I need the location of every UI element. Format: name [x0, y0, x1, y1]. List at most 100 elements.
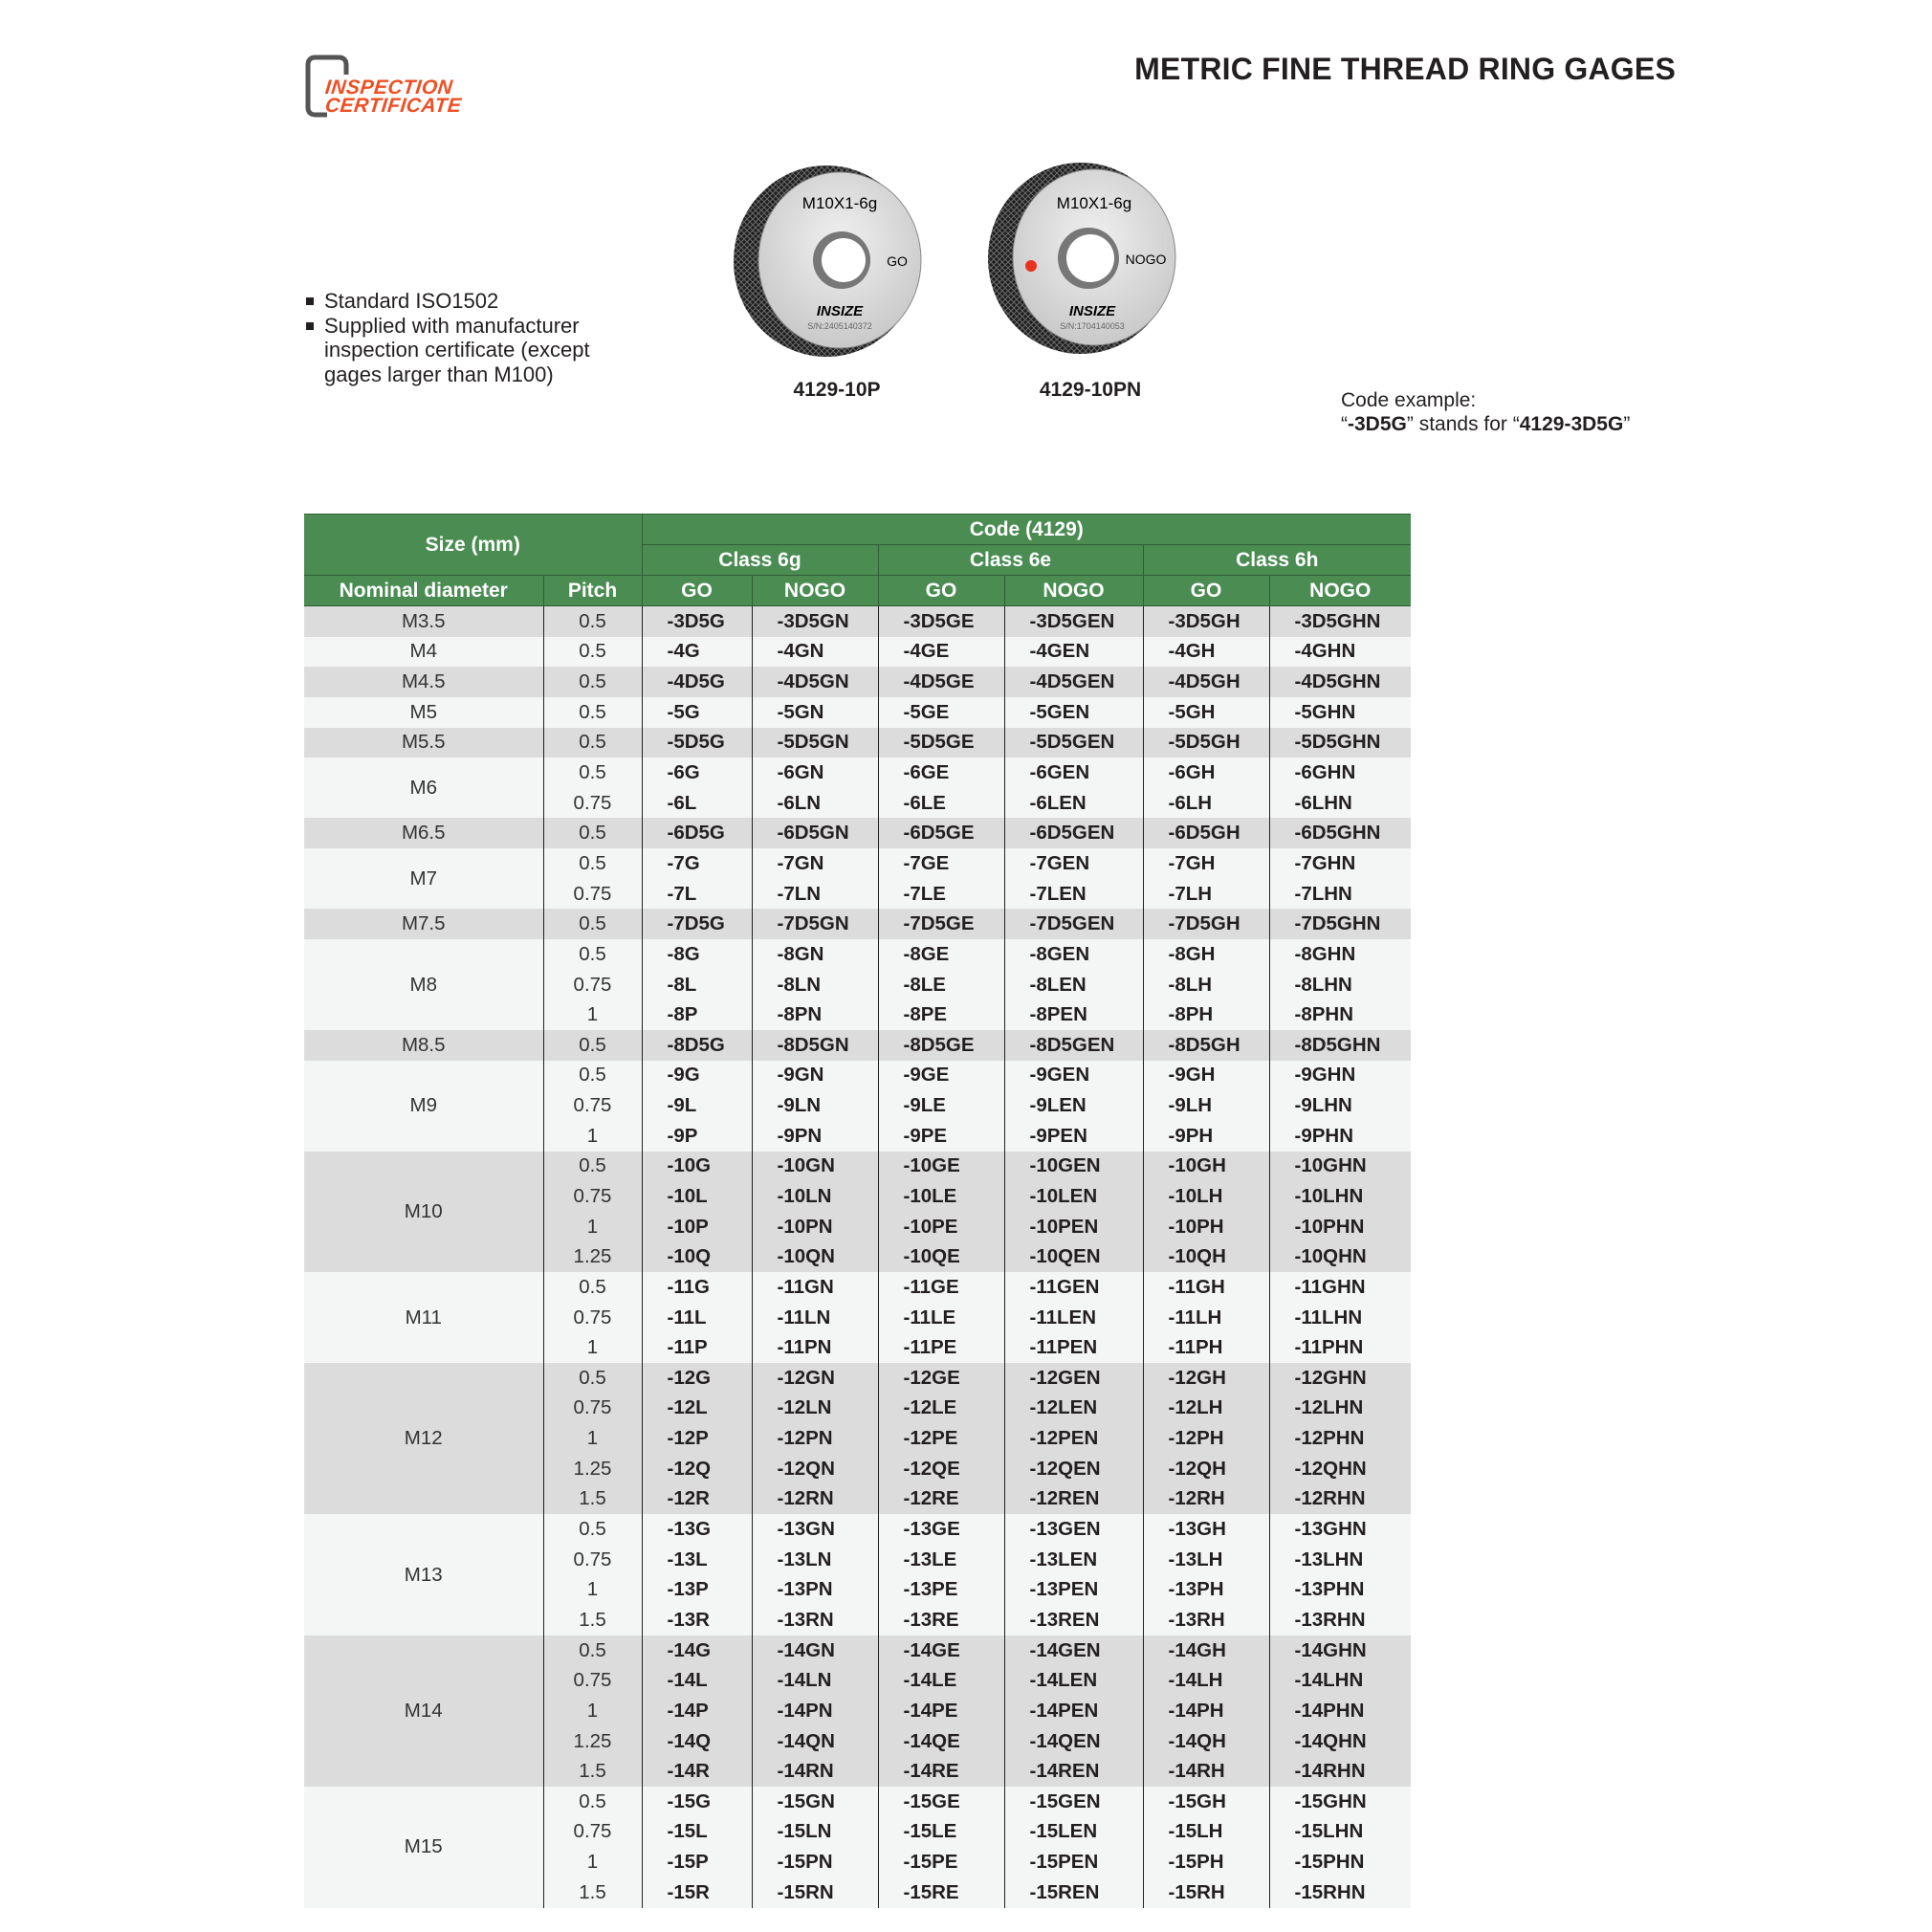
pitch-cell: 1: [542, 1423, 643, 1454]
nogo-6e-cell: -10LEN: [1003, 1181, 1144, 1212]
nogo-6g-cell: -11LN: [751, 1302, 879, 1333]
go-6h-cell: -12QH: [1142, 1453, 1270, 1484]
logo-line2: CERTIFICATE: [323, 95, 463, 117]
go-6h-cell: -7LH: [1142, 878, 1270, 910]
nogo-6e-cell: -12GEN: [1003, 1363, 1144, 1394]
go-6h-cell: -13PH: [1142, 1574, 1270, 1606]
nogo-6g-cell: -7D5GN: [751, 909, 879, 940]
go-6e-cell: -4D5GE: [877, 667, 1005, 697]
nogo-6h-cell: -9GHN: [1268, 1060, 1412, 1091]
go-6e-cell: -7D5GE: [877, 909, 1005, 940]
go-6h-cell: -13RH: [1142, 1605, 1270, 1636]
go-6g-cell: -7L: [641, 878, 753, 910]
pitch-cell: 0.5: [542, 1786, 643, 1817]
nogo-6e-cell: -11PEN: [1003, 1332, 1144, 1364]
go-6g-cell: -14Q: [641, 1725, 753, 1757]
nominal-diameter-header: Nominal diameter: [304, 575, 544, 606]
nogo-6e-cell: -5D5GEN: [1003, 727, 1144, 758]
table-row: 1.5 -15R -15RN -15RE -15REN -15RH -15RHN: [304, 1877, 1412, 1908]
nogo-6g-cell: -9LN: [751, 1090, 879, 1121]
go-6g-cell: -7D5G: [641, 909, 753, 940]
table-row: 1 -10P -10PN -10PE -10PEN -10PH -10PHN: [304, 1211, 1412, 1242]
table-row: M15 0.5 -15G -15GN -15GE -15GEN -15GH -15GHN: [304, 1786, 1412, 1908]
nogo-6g-cell: -14GN: [751, 1635, 879, 1666]
go-6e-cell: -6D5GE: [877, 818, 1005, 849]
nogo-header: NOGO: [1003, 575, 1144, 606]
nogo-6h-cell: -12QHN: [1268, 1453, 1412, 1484]
table-row: 1 -11P -11PN -11PE -11PEN -11PH -11PHN: [304, 1332, 1412, 1364]
nogo-6g-cell: -7GN: [751, 848, 879, 879]
go-6e-cell: -5D5GE: [877, 727, 1005, 758]
go-6e-cell: -15PE: [877, 1847, 1005, 1877]
go-6h-cell: -5D5GH: [1142, 727, 1270, 758]
go-6e-cell: -5GE: [877, 696, 1005, 728]
go-6h-cell: -12GH: [1142, 1363, 1270, 1394]
go-6h-cell: -12RH: [1142, 1483, 1270, 1515]
nogo-6g-cell: -6D5GN: [751, 818, 879, 849]
nogo-6h-cell: -8PHN: [1268, 999, 1412, 1030]
table-row: 0.75 -6L -6LN -6LE -6LEN -6LH -6LHN: [304, 787, 1412, 819]
nogo-6g-cell: -8LN: [751, 969, 879, 1000]
pitch-cell: 1.25: [542, 1453, 643, 1484]
table-row: 0.75 -8L -8LN -8LE -8LEN -8LH -8LHN: [304, 969, 1412, 1000]
nogo-6e-cell: -13GEN: [1003, 1514, 1144, 1545]
nogo-6h-cell: -4GHN: [1268, 636, 1412, 668]
nogo-6h-cell: -13GHN: [1268, 1514, 1412, 1545]
table-row: 1.5 -12R -12RN -12RE -12REN -12RH -12RHN: [304, 1483, 1412, 1515]
class-6e-header: Class 6e: [877, 544, 1144, 576]
nogo-6h-cell: -14LHN: [1268, 1665, 1412, 1697]
nogo-6h-cell: -14GHN: [1268, 1635, 1412, 1666]
pitch-cell: 0.75: [542, 1181, 643, 1212]
go-6e-cell: -10PE: [877, 1211, 1005, 1242]
go-6h-cell: -13GH: [1142, 1514, 1270, 1545]
go-6g-cell: -14G: [641, 1635, 753, 1666]
go-6e-cell: -7GE: [877, 848, 1005, 879]
class-6g-header: Class 6g: [642, 544, 879, 576]
pitch-cell: 1.5: [542, 1605, 643, 1636]
nogo-6h-cell: -9LHN: [1268, 1090, 1412, 1121]
nogo-6e-cell: -12PEN: [1003, 1423, 1144, 1454]
table-row: M6 0.5 -6G -6GN -6GE -6GEN -6GH -6GHN: [304, 757, 1412, 819]
nogo-6e-cell: -11LEN: [1003, 1302, 1144, 1333]
nogo-6g-cell: -15PN: [751, 1847, 879, 1877]
go-6h-cell: -8GH: [1142, 939, 1270, 970]
nogo-6e-cell: -15REN: [1003, 1877, 1144, 1908]
pitch-cell: 1.5: [542, 1483, 643, 1515]
go-6e-cell: -10QE: [877, 1241, 1005, 1273]
table-row: M7 0.5 -7G -7GN -7GE -7GEN -7GH -7GHN: [304, 848, 1412, 910]
go-6h-cell: -3D5GH: [1142, 605, 1270, 637]
pitch-cell: 1: [542, 1120, 643, 1152]
go-6g-cell: -4D5G: [641, 667, 753, 697]
nogo-6g-cell: -4GN: [751, 636, 879, 668]
table-row: 1.25 -14Q -14QN -14QE -14QEN -14QH -14QHN: [304, 1725, 1412, 1757]
go-6e-cell: -11LE: [877, 1302, 1005, 1333]
nogo-6e-cell: -14LEN: [1003, 1665, 1144, 1697]
feature-item: Standard ISO1502: [304, 289, 611, 314]
go-6e-cell: -9LE: [877, 1090, 1005, 1121]
go-6g-cell: -9P: [641, 1120, 753, 1152]
nogo-6h-cell: -7LHN: [1268, 878, 1412, 910]
go-6h-cell: -6GH: [1142, 757, 1270, 788]
pitch-cell: 0.5: [542, 1272, 643, 1303]
nogo-6g-cell: -12QN: [751, 1453, 879, 1484]
feature-list: Standard ISO1502 Supplied with manufactu…: [304, 289, 611, 386]
table-row: M14 0.5 -14G -14GN -14GE -14GEN -14GH -14GHN: [304, 1635, 1412, 1787]
pitch-cell: 0.5: [542, 667, 643, 697]
nogo-6g-cell: -12LN: [751, 1393, 879, 1424]
go-6g-cell: -9G: [641, 1060, 753, 1091]
nogo-6e-cell: -15LEN: [1003, 1816, 1144, 1848]
ring-gage-code-table: Size (mm) Code (4129) Class 6g Class 6e …: [304, 514, 1412, 1908]
nogo-6h-cell: -8D5GHN: [1268, 1029, 1412, 1061]
nominal-diameter-cell: M6.5: [304, 818, 544, 849]
nogo-6e-cell: -11GEN: [1003, 1272, 1144, 1303]
pitch-cell: 1.25: [542, 1725, 643, 1757]
pitch-cell: 1: [542, 1847, 643, 1877]
nogo-6e-cell: -4GEN: [1003, 636, 1144, 668]
pitch-cell: 1.25: [542, 1241, 643, 1273]
go-6g-cell: -11P: [641, 1332, 753, 1364]
go-6h-cell: -5GH: [1142, 696, 1270, 728]
nogo-6h-cell: -14QHN: [1268, 1725, 1412, 1757]
pitch-cell: 0.75: [542, 1544, 643, 1575]
nogo-6e-cell: -8D5GEN: [1003, 1029, 1144, 1061]
pitch-cell: 0.5: [542, 1060, 643, 1091]
